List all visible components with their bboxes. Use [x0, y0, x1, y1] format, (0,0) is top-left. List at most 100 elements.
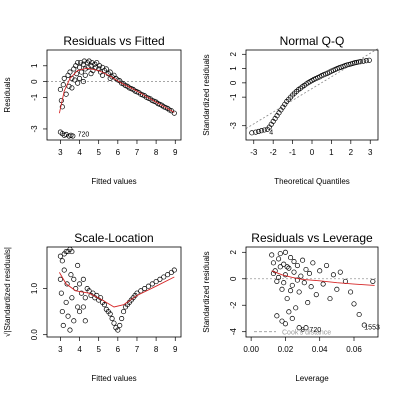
- x-tick-label: 3: [368, 148, 373, 157]
- data-point: [109, 315, 115, 322]
- smoother-line: [58, 67, 175, 114]
- x-axis-label: Leverage: [295, 374, 329, 383]
- data-point: [253, 129, 259, 135]
- data-point: [107, 311, 113, 317]
- data-point: [370, 278, 376, 284]
- data-point: [324, 262, 330, 269]
- data-point: [142, 285, 148, 292]
- data-point: [89, 60, 95, 66]
- y-tick-label: 1: [30, 63, 39, 68]
- data-point: [76, 309, 83, 315]
- data-point: [269, 252, 275, 258]
- data-point: [320, 281, 326, 287]
- data-point: [64, 281, 70, 287]
- data-point: [71, 276, 77, 282]
- data-point: [82, 295, 88, 301]
- data-point: [117, 322, 123, 329]
- data-point: [69, 249, 75, 255]
- data-point: [303, 325, 309, 331]
- x-tick-label: 4: [77, 148, 82, 157]
- data-point: [76, 75, 83, 81]
- data-point: [356, 59, 362, 65]
- data-point: [291, 259, 297, 265]
- data-point: [249, 130, 255, 136]
- data-point: [59, 258, 65, 264]
- data-point: [76, 281, 83, 287]
- panel-3: Scale-Location Fitted values √|Standardize…: [3, 231, 182, 383]
- data-point: [276, 274, 282, 280]
- data-point: [282, 321, 288, 327]
- data-point: [363, 58, 369, 64]
- y-tick-label: 1: [229, 66, 238, 71]
- data-point: [276, 256, 282, 262]
- panel-2: Normal Q-Q Theoretical Quantiles Standardi…: [202, 34, 379, 186]
- data-point: [293, 305, 299, 311]
- data-point: [119, 315, 125, 322]
- y-axis-label: √|Standardized residuals|: [3, 247, 12, 337]
- data-point: [284, 264, 290, 270]
- x-tick-label: 6: [116, 148, 121, 157]
- data-point: [61, 75, 67, 81]
- data-point: [284, 296, 290, 302]
- x-axis-label: Theoretical Quantiles: [274, 177, 350, 186]
- data-point: [281, 280, 287, 286]
- data-point: [258, 128, 265, 134]
- data-point: [78, 69, 85, 75]
- point-label: 1553: [364, 324, 380, 331]
- data-point: [107, 69, 113, 75]
- plot-frame: [46, 49, 182, 141]
- data-point: [277, 251, 283, 257]
- data-point: [59, 309, 65, 315]
- x-tick-label: -2: [270, 148, 278, 157]
- data-point: [256, 128, 262, 134]
- x-tick-label: 3: [58, 345, 63, 354]
- y-tick-label: -1: [229, 93, 238, 101]
- data-point: [88, 71, 94, 77]
- data-point: [57, 253, 63, 259]
- point-label: 720: [309, 327, 321, 334]
- x-tick-label: 0.00: [243, 345, 259, 354]
- data-point: [65, 313, 71, 319]
- point-label: 4: [269, 129, 273, 136]
- data-point: [279, 286, 285, 292]
- y-tick-label: -1: [30, 93, 39, 101]
- y-tick-label: 0: [30, 79, 39, 84]
- data-point: [313, 292, 319, 298]
- y-tick-label: -3: [229, 122, 238, 130]
- data-point: [354, 59, 360, 65]
- data-point: [121, 309, 127, 315]
- x-tick-label: 3: [58, 148, 63, 157]
- data-point: [63, 299, 69, 305]
- data-point: [298, 273, 304, 279]
- y-tick-label: -2: [229, 301, 238, 309]
- data-point: [75, 304, 81, 310]
- data-point: [86, 58, 92, 64]
- data-point: [63, 249, 69, 255]
- data-point: [294, 262, 300, 269]
- data-point: [61, 267, 67, 273]
- x-tick-label: 2: [349, 148, 354, 157]
- data-point: [99, 72, 106, 78]
- data-point: [303, 266, 309, 273]
- y-tick-label: 0: [229, 80, 238, 85]
- data-point: [153, 279, 159, 285]
- data-point: [145, 283, 152, 289]
- data-point: [306, 270, 312, 277]
- data-point: [75, 80, 81, 86]
- x-tick-label: 5: [96, 148, 101, 157]
- y-tick-label: -4: [229, 328, 238, 336]
- data-point: [294, 277, 300, 283]
- point-label: 8: [301, 327, 305, 334]
- data-point: [67, 69, 73, 75]
- x-tick-label: 6: [116, 345, 121, 354]
- smoother-line: [271, 270, 375, 286]
- data-point: [289, 315, 295, 322]
- data-point: [282, 249, 288, 255]
- data-point: [305, 300, 311, 306]
- qq-reference-line: [245, 48, 379, 129]
- y-axis-label: Residuals: [3, 77, 12, 112]
- data-point: [103, 66, 109, 72]
- data-point: [301, 280, 307, 286]
- data-point: [75, 262, 81, 269]
